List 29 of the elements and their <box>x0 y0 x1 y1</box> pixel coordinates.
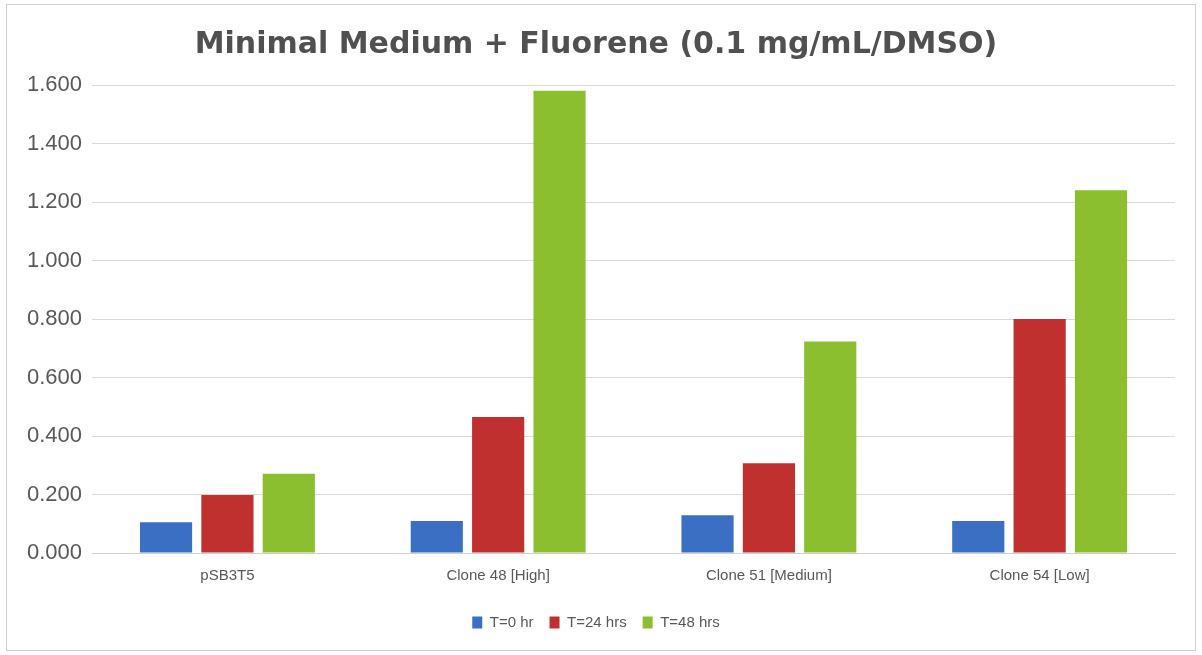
y-tick-label: 1.200 <box>26 188 83 214</box>
bar <box>201 495 254 553</box>
y-tick-label: 0.800 <box>26 305 83 331</box>
bar <box>952 521 1005 553</box>
y-tick-label: 0.400 <box>26 422 83 448</box>
bar <box>472 416 525 553</box>
bar <box>1013 319 1066 553</box>
x-tick-label: Clone 48 [High] <box>446 566 550 584</box>
legend-label: T=48 hrs <box>660 612 720 630</box>
x-tick-label: pSB3T5 <box>200 566 255 584</box>
bar <box>681 515 734 553</box>
bar <box>1074 190 1128 553</box>
x-tick-label: Clone 51 [Medium] <box>705 566 832 584</box>
y-tick-label: 1.400 <box>26 129 83 155</box>
legend-label: T=24 hrs <box>567 612 627 630</box>
bar <box>804 341 857 553</box>
bar <box>410 521 463 553</box>
bar <box>139 522 193 553</box>
y-tick-label: 1.000 <box>26 246 83 272</box>
x-tick-label: Clone 54 [Low] <box>989 566 1090 584</box>
y-tick-label: 0.200 <box>26 480 83 506</box>
legend-label: T=0 hr <box>489 612 534 630</box>
y-tick-label: 0.600 <box>26 363 83 389</box>
y-tick-label: 1.600 <box>26 71 83 97</box>
bar <box>533 90 586 553</box>
y-tick-label: 0.000 <box>26 539 83 565</box>
bar <box>262 473 315 553</box>
chart-title: Minimal Medium + Fluorene (0.1 mg/mL/DMSO) <box>194 24 998 60</box>
bar <box>742 463 795 553</box>
